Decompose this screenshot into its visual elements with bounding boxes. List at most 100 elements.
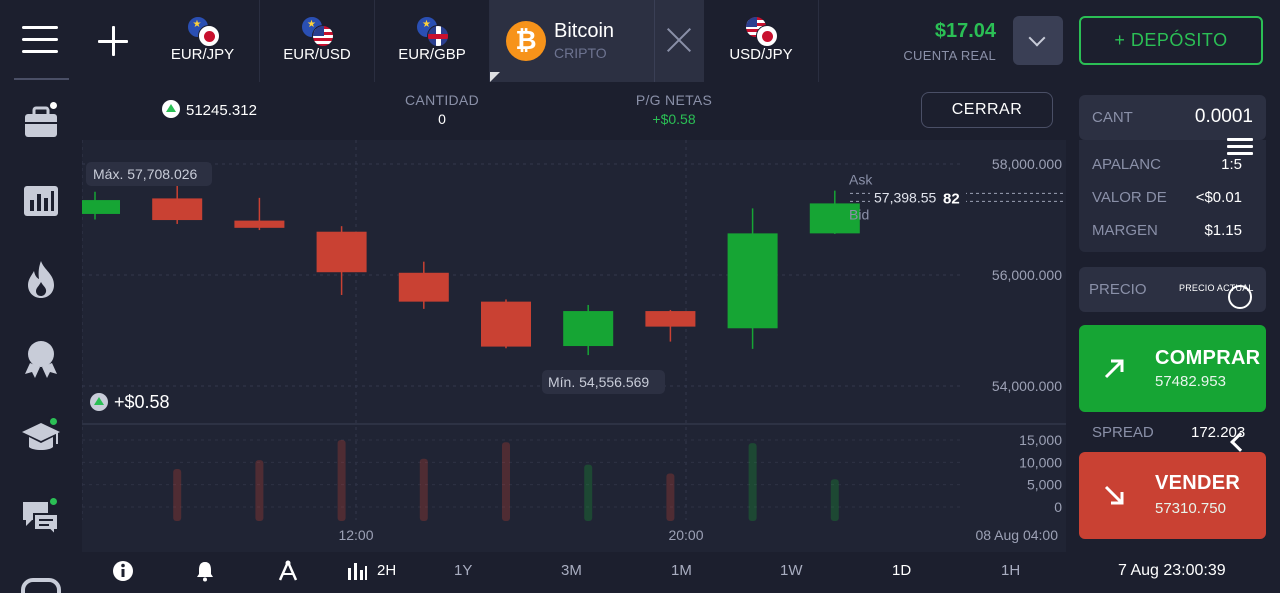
- tab-label: USD/JPY: [729, 46, 793, 63]
- price-selector[interactable]: PRECIO PRECIO ACTUAL: [1079, 267, 1266, 312]
- up-arrow-icon: [162, 100, 180, 118]
- amount-value[interactable]: 0.0001: [1194, 106, 1253, 127]
- position-open-price: 51245.312: [162, 100, 257, 119]
- pnl-value: +$0.58: [652, 111, 696, 127]
- account-dropdown-chevron-icon[interactable]: [1013, 16, 1063, 65]
- tab-bitcoin-active[interactable]: ₿ Bitcoin CRIPTO: [490, 0, 704, 82]
- quantity-value: 0: [438, 111, 446, 127]
- active-asset-type: CRIPTO: [554, 45, 607, 61]
- candle-body[interactable]: [82, 200, 120, 214]
- interval-1w[interactable]: 1W: [780, 562, 803, 579]
- top-bar: EUR/JPY EUR/USD EUR/GBP ₿ Bitcoin CRIPTO: [0, 0, 1280, 82]
- time-tick-label: 08 Aug 04:00: [975, 527, 1058, 543]
- price-tick-label: 56,000.000: [992, 267, 1062, 283]
- candle-body[interactable]: [398, 272, 449, 302]
- tab-usd-jpy[interactable]: USD/JPY: [704, 0, 819, 82]
- volume-tick-label: 10,000: [1019, 454, 1062, 470]
- interval-1y[interactable]: 1Y: [454, 562, 473, 579]
- deposit-button[interactable]: + DEPÓSITO: [1079, 16, 1263, 65]
- price-label: PRECIO: [1089, 281, 1147, 298]
- sell-label: VENDER: [1155, 472, 1241, 494]
- info-icon[interactable]: [112, 560, 134, 582]
- interval-1h[interactable]: 1H: [1001, 562, 1021, 579]
- menu-icon[interactable]: [22, 26, 58, 54]
- panel-menu-icon[interactable]: [1227, 138, 1253, 158]
- pip-value: <$0.01: [1195, 189, 1242, 206]
- close-tab-icon[interactable]: [666, 27, 692, 53]
- quantity-column: CANTIDAD 0: [382, 92, 502, 127]
- price-tick-label: 54,000.000: [992, 378, 1062, 394]
- education-cap-icon[interactable]: [20, 416, 62, 458]
- open-price-value: 51245.312: [186, 102, 257, 119]
- candlestick-chart[interactable]: 58,000.000 56,000.000 54,000.000 15,000 10,0…: [82, 140, 1066, 552]
- candle-body[interactable]: [809, 203, 860, 234]
- candle-body[interactable]: [316, 231, 367, 273]
- trade-params: APALANC 1:5 VALOR DE <$0.01 MARGEN $1.15: [1079, 140, 1266, 252]
- account-balance[interactable]: $17.04: [934, 20, 996, 42]
- candle-body[interactable]: [234, 220, 285, 228]
- candle-body[interactable]: [727, 233, 778, 329]
- tab-separator: [654, 0, 655, 82]
- candle-body[interactable]: [563, 311, 614, 347]
- volume-tick-label: 5,000: [1027, 477, 1062, 493]
- add-asset-button[interactable]: [96, 24, 130, 58]
- account-type[interactable]: CUENTA REAL: [903, 48, 996, 63]
- server-datetime: 7 Aug 23:00:39: [1118, 562, 1226, 579]
- gamepad-icon[interactable]: [20, 574, 62, 593]
- usd-jpy-flags-icon: [743, 16, 779, 47]
- pip-label: VALOR DE: [1092, 189, 1167, 206]
- interval-1m[interactable]: 1M: [671, 562, 692, 579]
- max-label-bg: [86, 162, 212, 186]
- leverage-value: 1:5: [1221, 156, 1242, 173]
- candles-chart-type-icon[interactable]: [346, 560, 368, 582]
- active-asset-name: Bitcoin: [554, 20, 615, 42]
- amount-input[interactable]: CANT 0.0001: [1079, 95, 1266, 140]
- volume-bar: [255, 460, 264, 521]
- volume-bar: [419, 458, 428, 521]
- portfolio-icon[interactable]: [20, 100, 62, 144]
- tab-eur-usd[interactable]: EUR/USD: [260, 0, 375, 82]
- interval-3m[interactable]: 3M: [561, 562, 582, 579]
- price-tick-label: 58,000.000: [992, 156, 1062, 172]
- sell-button[interactable]: VENDER 57310.750: [1079, 452, 1266, 539]
- quantity-label: CANTIDAD: [405, 92, 479, 108]
- current-price-bg: [870, 187, 966, 208]
- chart-stats-icon[interactable]: [20, 180, 62, 222]
- margin-value: $1.15: [1204, 222, 1242, 239]
- interval-1d[interactable]: 1D: [892, 562, 912, 579]
- buy-button[interactable]: COMPRAR 57482.953: [1079, 325, 1266, 412]
- buy-price: 57482.953: [1155, 373, 1226, 390]
- spread-value: 172.203: [1191, 424, 1246, 441]
- candle-body[interactable]: [645, 311, 696, 327]
- tab-eur-gbp[interactable]: EUR/GBP: [375, 0, 490, 82]
- fire-icon[interactable]: [20, 258, 62, 300]
- arrow-up-right-icon: [1104, 359, 1124, 379]
- clock-icon[interactable]: [1228, 285, 1252, 309]
- leverage-row[interactable]: APALANC 1:5: [1092, 156, 1256, 173]
- drawing-tools-icon[interactable]: [276, 559, 300, 583]
- trade-panel: CANT 0.0001 APALANC 1:5 VALOR DE <$0.01 MA…: [1066, 82, 1280, 552]
- tab-label: EUR/JPY: [170, 46, 235, 63]
- bell-icon[interactable]: [194, 560, 216, 582]
- tab-label: EUR/GBP: [398, 46, 466, 63]
- eur-gbp-flags-icon: [414, 16, 450, 47]
- candle-body[interactable]: [152, 198, 203, 221]
- close-position-button[interactable]: CERRAR: [921, 92, 1053, 128]
- notification-dot: [48, 100, 59, 111]
- bottom-toolbar: 2H 1Y 3M 1M 1W 1D 1H 7 Aug 23:00:39: [82, 552, 1280, 593]
- up-arrow-icon: [90, 393, 108, 411]
- volume-tick-label: 15,000: [1019, 432, 1062, 448]
- interval-2h[interactable]: 2H: [377, 562, 397, 579]
- margin-label: MARGEN: [1092, 222, 1158, 239]
- pnl-label: P/G NETAS: [635, 92, 713, 108]
- current-price-tail: 82: [943, 190, 960, 207]
- tab-eur-jpy[interactable]: EUR/JPY: [146, 0, 260, 82]
- margin-row: MARGEN $1.15: [1092, 222, 1256, 239]
- candle-body[interactable]: [481, 301, 531, 347]
- chat-icon[interactable]: [20, 494, 62, 538]
- tab-corner-marker: [490, 72, 500, 82]
- volume-bar: [830, 479, 839, 521]
- time-tick-label: 12:00: [338, 527, 373, 543]
- volume-bar: [584, 464, 593, 521]
- award-icon[interactable]: [20, 338, 62, 380]
